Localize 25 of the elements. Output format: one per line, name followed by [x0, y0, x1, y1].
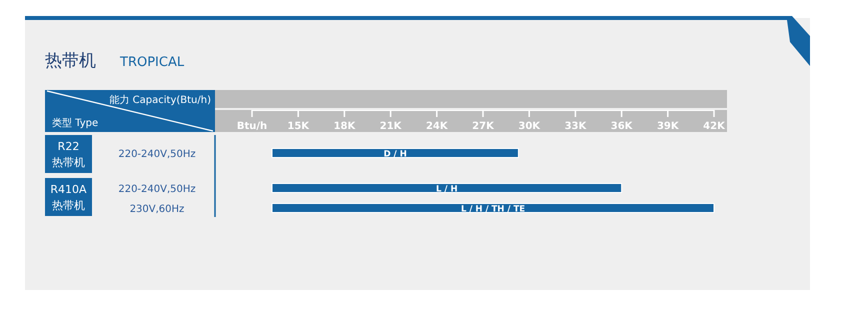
text: 热带机: [45, 51, 96, 71]
data-label: L / H / TH / TE: [460, 204, 526, 214]
y-axis-title: 类型 Type: [52, 117, 98, 129]
data-label: L / H: [436, 184, 458, 194]
x-tick-label: 15K: [287, 121, 310, 132]
text: 热带机: [52, 199, 85, 212]
x-tick-label: 39K: [656, 121, 680, 132]
x-tick-label: 27K: [472, 121, 496, 132]
x-tick-label: 21K: [380, 121, 403, 132]
x-tick-label: 33K: [564, 121, 588, 132]
text: R410A: [50, 183, 88, 196]
data-label: D / H: [384, 150, 407, 160]
x-tick-label: 24K: [426, 121, 449, 132]
y-tick-label: 220-240V,50Hz: [118, 184, 196, 195]
x-tick-label: 18K: [334, 121, 356, 132]
x-tick-label: Btu/h: [236, 121, 268, 132]
text: R22: [58, 140, 80, 153]
y-tick-label: 230V,60Hz: [130, 204, 184, 215]
x-tick-label: 42K: [703, 121, 726, 132]
text: 热带机: [52, 156, 85, 169]
chart-subtitle: TROPICAL: [119, 55, 185, 70]
x-tick-label: 36K: [610, 121, 634, 132]
x-tick-label: 30K: [518, 121, 542, 132]
y-tick-label: 220-240V,50Hz: [118, 149, 196, 160]
x-axis-title: 能力 Capacity(Btu/h): [109, 94, 212, 106]
